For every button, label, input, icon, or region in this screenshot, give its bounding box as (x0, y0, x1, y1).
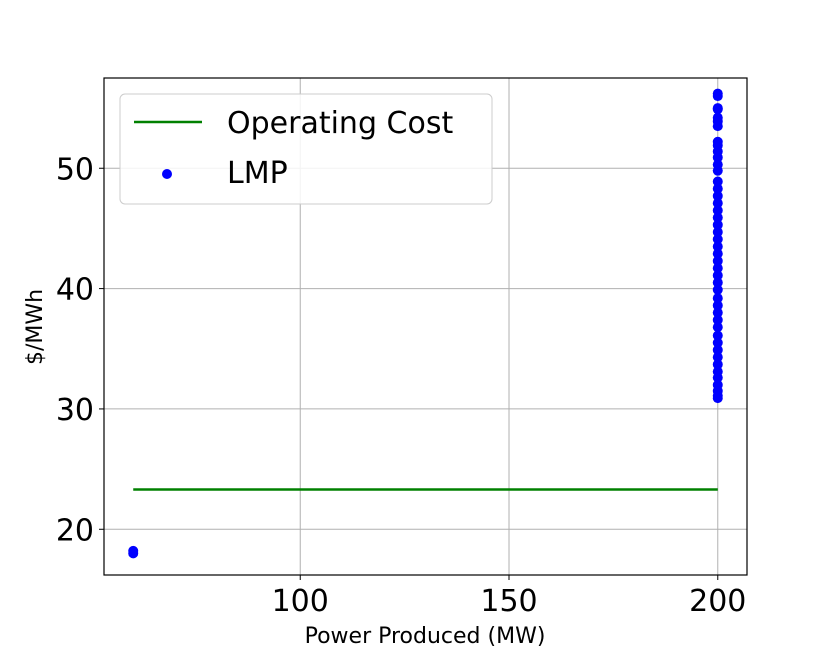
lmp-point (712, 344, 723, 355)
plot-series (128, 88, 723, 559)
lmp-point (712, 212, 723, 223)
lmp-point (712, 88, 723, 99)
lmp-point (712, 219, 723, 230)
lmp-point (712, 293, 723, 304)
lmp-point (712, 103, 723, 114)
y-axis-label: $/MWh (23, 289, 48, 365)
lmp-point (712, 263, 723, 274)
lmp-point (128, 545, 139, 556)
lmp-point (712, 136, 723, 147)
lmp-point (712, 379, 723, 390)
y-tick-label: 50 (56, 152, 94, 187)
lmp-point (712, 270, 723, 281)
legend-operating-cost-label: Operating Cost (227, 106, 453, 141)
lmp-point (712, 112, 723, 123)
lmp-point (712, 330, 723, 341)
lmp-point (712, 159, 723, 170)
x-tick-label: 200 (689, 584, 746, 619)
x-axis-label: Power Produced (MW) (305, 624, 546, 646)
lmp-point (712, 227, 723, 238)
lmp-point (712, 241, 723, 252)
lmp-point (712, 337, 723, 348)
lmp-point (712, 205, 723, 216)
lmp-point (712, 359, 723, 370)
legend: Operating Cost LMP (119, 93, 493, 205)
lmp-point (712, 277, 723, 288)
lmp-point (712, 284, 723, 295)
lmp-point (712, 366, 723, 377)
x-tick-label: 150 (480, 584, 537, 619)
lmp-point (712, 176, 723, 187)
legend-lmp-label: LMP (227, 156, 288, 191)
lmp-point (712, 190, 723, 201)
lmp-point (712, 307, 723, 318)
axis-ticks: 100 150 200 20 30 40 50 (56, 152, 747, 619)
y-tick-label: 30 (56, 393, 94, 428)
legend-box (119, 93, 493, 205)
legend-lmp-swatch (162, 169, 172, 179)
lmp-point (712, 314, 723, 325)
lmp-point (712, 322, 723, 333)
lmp-point (712, 352, 723, 363)
x-tick-label: 100 (272, 584, 329, 619)
lmp-point (712, 300, 723, 311)
lmp-point (712, 234, 723, 245)
lmp-point (712, 183, 723, 194)
plot-frame (103, 77, 748, 576)
y-tick-label: 20 (56, 513, 94, 548)
lmp-point (712, 255, 723, 266)
lmp-point (712, 248, 723, 259)
y-tick-label: 40 (56, 273, 94, 308)
lmp-point (712, 198, 723, 209)
